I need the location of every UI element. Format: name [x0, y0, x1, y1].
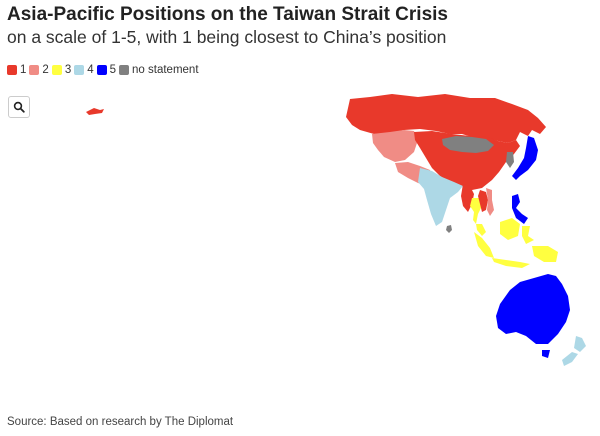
region-new-zealand[interactable]: [574, 336, 586, 352]
region-philippines[interactable]: [512, 194, 528, 224]
legend-item-5[interactable]: 5: [96, 64, 117, 76]
region-new-zealand-south[interactable]: [562, 352, 578, 366]
region-sulawesi[interactable]: [522, 226, 534, 244]
region-thailand[interactable]: [470, 198, 482, 224]
region-russia[interactable]: [346, 94, 546, 143]
legend-item-no-statement[interactable]: no statement: [119, 64, 199, 76]
legend-label-2: 2: [42, 64, 49, 76]
region-japan[interactable]: [512, 136, 538, 180]
region-australia[interactable]: [496, 274, 570, 344]
region-kazakhstan[interactable]: [372, 130, 418, 162]
region-vietnam[interactable]: [486, 188, 494, 216]
legend-swatch-4: [74, 65, 85, 75]
legend-item-2[interactable]: 2: [29, 64, 49, 76]
legend-label-3: 3: [64, 64, 72, 76]
legend-swatch-5: [96, 65, 107, 75]
legend-swatch-2: [29, 65, 40, 75]
region-tasmania[interactable]: [542, 350, 550, 358]
legend-label-4: 4: [87, 64, 94, 76]
legend: 1 2 3 4 5 no statement: [7, 64, 202, 76]
region-java[interactable]: [492, 258, 530, 268]
map-search-button[interactable]: [8, 96, 30, 118]
legend-swatch-no-statement: [119, 65, 130, 75]
legend-swatch-3: [51, 65, 62, 75]
region-sumatra[interactable]: [474, 232, 494, 258]
region-india[interactable]: [418, 168, 463, 226]
source-note: Source: Based on research by The Diploma…: [7, 416, 234, 428]
region-south-korea[interactable]: [506, 152, 514, 168]
region-malaysia[interactable]: [476, 224, 486, 236]
region-sri-lanka[interactable]: [446, 225, 452, 233]
search-icon: [13, 101, 25, 113]
legend-label-5: 5: [109, 64, 117, 76]
chart-subtitle: on a scale of 1-5, with 1 being closest …: [7, 27, 447, 47]
region-china[interactable]: [414, 131, 520, 190]
legend-label-1: 1: [20, 64, 27, 76]
legend-label-no-statement: no statement: [132, 64, 199, 76]
legend-item-3[interactable]: 3: [51, 64, 72, 76]
region-papua[interactable]: [532, 246, 558, 262]
legend-swatch-1: [7, 65, 17, 75]
region-laos-cambodia[interactable]: [478, 190, 488, 212]
region-mongolia[interactable]: [442, 136, 494, 153]
region-borneo[interactable]: [500, 218, 520, 240]
legend-item-1[interactable]: 1: [7, 64, 26, 76]
legend-item-4[interactable]: 4: [74, 64, 94, 76]
choropleth-map: [86, 94, 586, 366]
chart-title: Asia-Pacific Positions on the Taiwan Str…: [7, 4, 448, 25]
region-russia-east[interactable]: [86, 108, 104, 115]
